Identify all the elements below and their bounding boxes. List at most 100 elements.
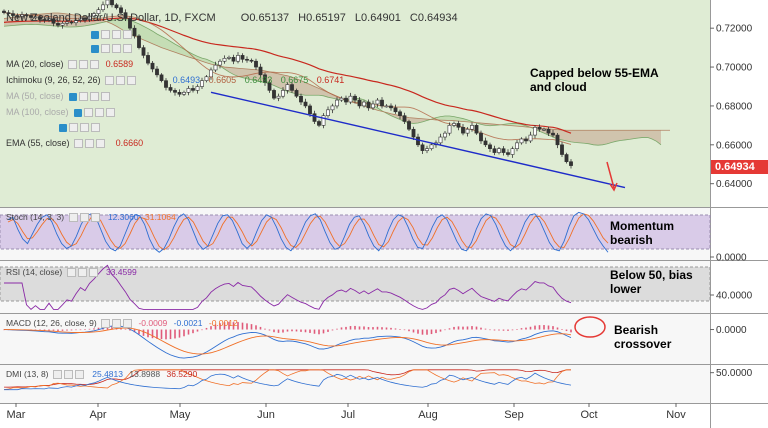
add-icon[interactable]: [77, 268, 87, 278]
ichimoku-cloud-segment: [575, 130, 580, 143]
ichimoku-cloud-segment: [269, 71, 274, 86]
candle-body: [447, 125, 452, 134]
ichimoku-cloud-segment: [413, 117, 418, 124]
dmi-legend[interactable]: DMI (13, 8) 25.4813 13.8988 36.5290: [6, 369, 197, 380]
stoch-legend[interactable]: Stoch (14, 3, 3) 12.3060 31.1064: [6, 212, 176, 223]
ichimoku-cloud-segment: [449, 116, 454, 121]
macd-legend[interactable]: MACD (12, 26, close, 9) -0.0009 -0.0021 …: [6, 318, 238, 329]
settings-icon[interactable]: [68, 60, 78, 70]
close-icon[interactable]: [74, 370, 84, 380]
eye-icon[interactable]: [91, 44, 99, 53]
settings-icon[interactable]: [52, 370, 62, 380]
macd-histogram-bar: [327, 329, 329, 332]
settings-icon[interactable]: [105, 76, 115, 86]
candle-body: [533, 127, 537, 136]
close-icon[interactable]: [91, 123, 100, 133]
macd-histogram-bar: [565, 329, 568, 332]
macd-histogram-bar: [61, 329, 64, 331]
close-icon[interactable]: [123, 44, 132, 54]
add-icon[interactable]: [79, 60, 89, 70]
indicator-row-blank-1[interactable]: [88, 29, 132, 40]
settings-icon[interactable]: [101, 319, 111, 329]
macd-histogram-bar: [475, 326, 478, 330]
time-tick-label: Jun: [257, 409, 275, 421]
close-icon[interactable]: [127, 76, 137, 86]
eye-icon[interactable]: [69, 92, 78, 101]
time-axis[interactable]: [0, 403, 710, 428]
close-icon[interactable]: [106, 108, 116, 118]
indicator-row-blank-3[interactable]: [56, 122, 100, 133]
add-icon[interactable]: [116, 76, 126, 86]
indicator-ma50[interactable]: MA (50, close): [6, 91, 111, 102]
add-icon[interactable]: [63, 370, 73, 380]
macd-histogram-bar: [291, 329, 293, 332]
indicator-row-blank-2[interactable]: [88, 43, 132, 54]
close-icon[interactable]: [101, 92, 111, 102]
macd-histogram-bar: [57, 329, 59, 331]
dmi-pane[interactable]: [0, 365, 710, 403]
eye-icon[interactable]: [59, 123, 67, 132]
ichimoku-cloud-segment: [152, 31, 157, 46]
macd-histogram-bar: [322, 329, 325, 334]
indicator-ma100[interactable]: MA (100, close): [6, 107, 116, 118]
macd-histogram-bar: [421, 329, 424, 335]
close-icon[interactable]: [88, 268, 98, 278]
candle-body: [173, 90, 177, 93]
macd-histogram-bar: [520, 328, 523, 330]
candle-body: [128, 18, 132, 29]
ichimoku-cloud-segment: [112, 19, 117, 27]
candle-body: [326, 109, 330, 116]
macd-histogram-bar: [480, 327, 482, 330]
candle-body: [11, 13, 15, 16]
close-icon[interactable]: [90, 60, 100, 70]
add-icon[interactable]: [112, 44, 121, 54]
close-icon[interactable]: [96, 139, 106, 149]
down-arrow-head: [609, 182, 618, 192]
settings-icon[interactable]: [101, 44, 110, 54]
indicator-ema55[interactable]: EMA (55, close) 0.6660: [6, 138, 143, 149]
stoch-k-value: 12.3060: [107, 212, 139, 222]
add-icon[interactable]: [79, 213, 89, 223]
macd-histogram-bar: [277, 329, 280, 333]
close-icon[interactable]: [123, 319, 133, 329]
macd-histogram-bar: [138, 329, 140, 335]
settings-icon[interactable]: [79, 92, 89, 102]
eye-icon[interactable]: [91, 30, 99, 39]
candle-body: [312, 113, 317, 122]
macd-histogram-bar: [367, 327, 370, 330]
ichimoku-cloud-segment: [274, 72, 279, 88]
macd-histogram-bar: [84, 329, 86, 330]
close-icon[interactable]: [123, 30, 132, 40]
settings-icon[interactable]: [74, 139, 84, 149]
close-icon[interactable]: [90, 213, 100, 223]
eye-icon[interactable]: [74, 108, 83, 117]
ichimoku-cloud-segment: [301, 80, 306, 96]
settings-icon[interactable]: [84, 108, 94, 118]
candle-body: [393, 107, 398, 113]
dmi-minus-value: 13.8988: [129, 369, 161, 379]
settings-icon[interactable]: [69, 123, 78, 133]
price-axis[interactable]: [710, 0, 768, 428]
add-icon[interactable]: [112, 30, 121, 40]
ichimoku-cloud-segment: [184, 49, 189, 57]
add-icon[interactable]: [85, 139, 95, 149]
rsi-legend[interactable]: RSI (14, close) 33.4599: [6, 267, 137, 278]
add-icon[interactable]: [112, 319, 122, 329]
settings-icon[interactable]: [101, 30, 110, 40]
settings-icon[interactable]: [68, 213, 78, 223]
macd-histogram-bar: [183, 329, 185, 337]
add-icon[interactable]: [95, 108, 105, 118]
macd-histogram-bar: [259, 326, 262, 330]
settings-icon[interactable]: [66, 268, 76, 278]
candle-body: [299, 95, 303, 103]
macd-histogram-bar: [160, 329, 163, 340]
add-icon[interactable]: [80, 123, 89, 133]
indicator-ma20[interactable]: MA (20, close) 0.6589: [6, 59, 133, 70]
candle-body: [168, 87, 173, 91]
annotation-macd: Bearish crossover: [614, 323, 672, 351]
dmi-plus-value: 25.4813: [92, 369, 123, 379]
indicator-label: MA (50, close): [6, 91, 64, 101]
candle-body: [330, 105, 335, 111]
add-icon[interactable]: [90, 92, 100, 102]
indicator-ichimoku[interactable]: Ichimoku (9, 26, 52, 26) 0.6493 0.6605 0…: [6, 75, 344, 86]
